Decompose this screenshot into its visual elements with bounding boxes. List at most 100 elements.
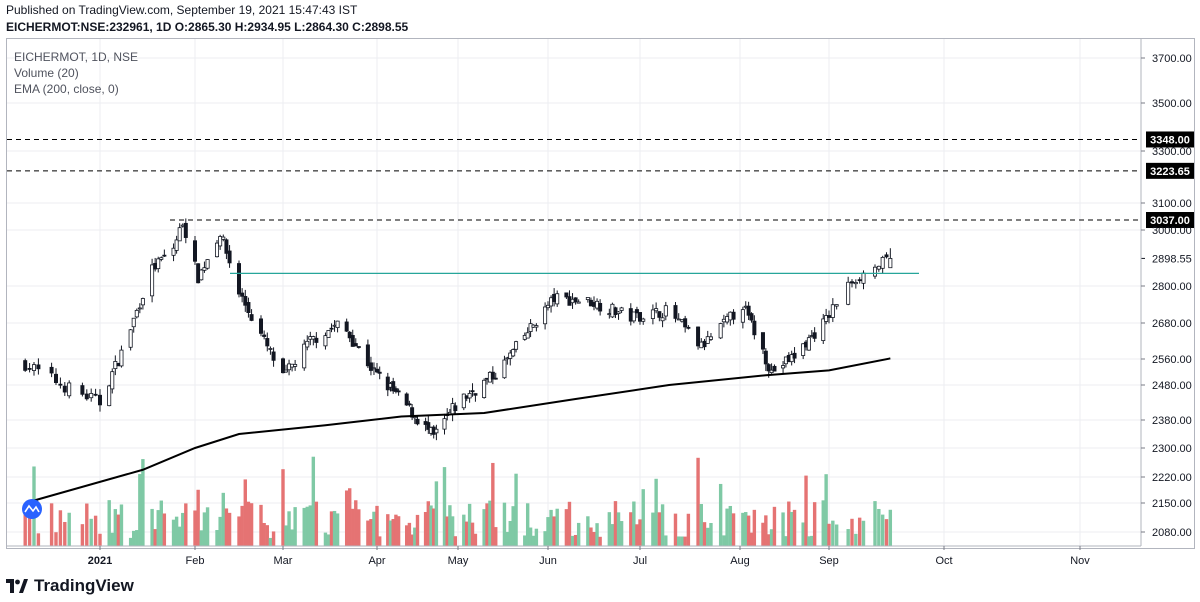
candle-body [265,338,270,347]
time-tick-label: Mar [274,555,293,567]
volume-bar [388,520,393,546]
volume-bar [722,535,726,546]
candle-body [110,371,115,390]
volume-bar [807,536,811,546]
candle-body [218,236,223,247]
candle-body [731,311,736,320]
volume-bar [450,516,455,546]
volume-bar [249,503,254,546]
volume-bar [227,512,232,546]
volume-bar [683,536,687,546]
candle-body [305,340,310,348]
chart-frame [6,38,1195,549]
candle-body [128,329,133,348]
candle-body [196,263,201,284]
candle-body [850,281,855,284]
volume-bar [150,508,154,546]
volume-bar [80,524,85,546]
volume-bar [528,527,533,546]
volume-bar [259,504,263,546]
volume-bar [357,509,361,546]
volume-bar [107,500,111,546]
volume-bar [93,515,98,546]
candle-body [156,258,161,270]
candle-body [502,359,507,379]
candle-body [760,332,765,350]
candle-body [119,349,124,367]
candle-body [801,343,806,356]
volume-bar [804,475,808,546]
volume-bar [432,508,436,546]
volume-bar [23,510,27,546]
volume-bar [434,481,439,546]
ema-line [24,357,891,504]
volume-bar [470,522,475,546]
volume-bar [271,531,276,546]
volume-bar [880,514,885,546]
candle-body [62,385,67,393]
candle-body [543,306,548,325]
candle-body [613,307,618,315]
candle-body [573,297,578,303]
candle-body [740,309,745,323]
volume-bar [181,512,185,546]
volume-bar [311,456,316,546]
volume-bar [792,509,797,546]
candle-body [415,418,420,425]
volume-bar [589,527,593,546]
volume-bar [302,507,306,546]
candle-body [353,343,358,347]
volume-bar [308,505,312,546]
volume-bar [664,535,668,546]
candle-body [696,326,701,347]
volume-bar [375,505,379,546]
volume-bar [699,504,703,546]
volume-bar [772,506,777,546]
candle-body [634,309,639,314]
candle-body [576,301,581,304]
candle-body [564,292,569,298]
legend-symbol: EICHERMOT, 1D, NSE [14,50,139,64]
volume-bar [854,533,858,546]
volume-bar [638,519,642,546]
tradingview-logo-icon [6,579,28,593]
volume-bar [884,519,889,546]
candle-body [806,337,811,351]
volume-bar [305,506,309,546]
volume-bar [335,513,340,546]
candle-body [407,403,412,406]
volume-bar [465,521,469,546]
volume-bar [407,522,412,546]
candle-body [284,369,289,373]
volume-bar [702,522,707,546]
price-tick-label: 2380.00 [1152,415,1192,427]
level-label: 3348.00 [1150,134,1190,146]
candle-body [314,337,319,343]
volume-bar [36,533,41,546]
symbol-ohlc-line: EICHERMOT:NSE:232961, 1D O:2865.30 H:293… [6,20,409,34]
volume-bar [619,521,624,546]
candle-body [23,360,28,371]
volume-bar [686,513,691,546]
legend: EICHERMOT, 1D, NSE Volume (20) EMA (200,… [14,49,138,97]
candle-body [679,319,684,322]
volume-bar [110,532,114,546]
volume-bar [857,517,862,546]
volume-bar [54,532,58,546]
volume-bar [514,473,518,546]
candle-body [705,336,710,344]
volume-bar [610,524,615,546]
volume-bar [348,488,352,546]
tv-badge-icon[interactable] [22,499,42,519]
candle-body [54,373,59,383]
volume-bar [552,516,556,546]
price-tick-label: 2800.00 [1152,281,1192,293]
candle-body [329,327,334,330]
volume-bar [287,511,291,546]
volume-bar [344,490,349,546]
candle-body [650,309,655,319]
candle-body [660,317,665,322]
volume-bar [801,522,805,546]
candle-body [150,264,155,297]
